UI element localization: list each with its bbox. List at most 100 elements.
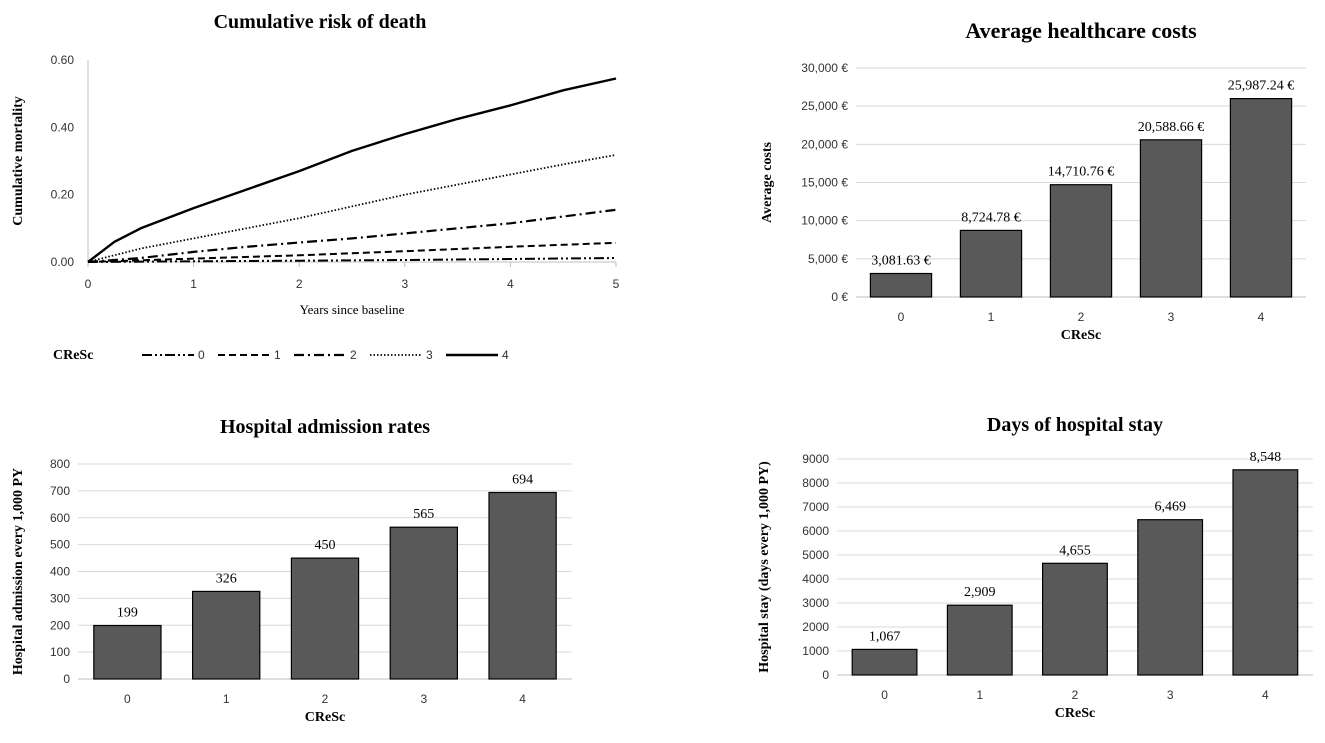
costs-x-tick-label: 4 — [1258, 310, 1265, 324]
costs-chart: Average healthcare costs 0 € 5,000 € 10,000… — [760, 18, 1306, 343]
mortality-series-0-line — [87, 257, 617, 263]
costs-x-tick-label: 2 — [1078, 310, 1085, 324]
mortality-legend-label-3: 3 — [426, 348, 433, 362]
mortality-series-1-line — [87, 241, 617, 263]
stay-y-tick-label: 8000 — [802, 476, 829, 490]
stay-chart: Days of hospital stay 0 1000 2000 3000 4000 50… — [757, 414, 1313, 721]
admissions-y-tick-label: 800 — [50, 457, 70, 471]
stay-x-tick-label: 2 — [1072, 688, 1079, 702]
stay-x-axis-label: CReSc — [1055, 706, 1095, 721]
stay-title: Days of hospital stay — [987, 414, 1163, 436]
costs-data-label-0: 3,081.63 € — [871, 253, 931, 268]
stay-data-label-4: 8,548 — [1250, 450, 1282, 465]
stay-y-tick-label: 1000 — [802, 644, 829, 658]
admissions-y-tick-label: 0 — [63, 672, 70, 686]
stay-bar-1 — [946, 604, 1013, 676]
admissions-data-label-4: 694 — [512, 472, 533, 487]
admissions-data-label-1: 326 — [216, 571, 237, 586]
admissions-chart: Hospital admission rates 0 100 200 300 400 500… — [11, 416, 572, 725]
stay-x-tick-label: 4 — [1262, 688, 1269, 702]
mortality-y-tick-label: 0.20 — [51, 188, 75, 202]
mortality-x-tick-label: 5 — [613, 277, 620, 291]
stay-data-label-1: 2,909 — [964, 585, 996, 600]
admissions-bar-3 — [389, 526, 459, 680]
mortality-x-tick-label: 4 — [507, 277, 514, 291]
mortality-y-tick-label: 0.40 — [51, 120, 75, 134]
mortality-series-3-line — [87, 154, 617, 263]
costs-y-tick-label: 25,000 € — [801, 99, 848, 113]
admissions-title: Hospital admission rates — [220, 416, 430, 438]
costs-x-axis-label: CReSc — [1061, 328, 1101, 343]
mortality-x-tick-label: 0 — [85, 277, 92, 291]
admissions-bar-2 — [290, 557, 360, 680]
admissions-y-tick-label: 400 — [50, 565, 70, 579]
costs-y-tick-label: 10,000 € — [801, 214, 848, 228]
costs-bar-1 — [959, 229, 1023, 298]
costs-bar-4 — [1229, 97, 1293, 298]
admissions-x-tick-label: 4 — [519, 692, 526, 706]
admissions-x-axis-label: CReSc — [305, 710, 345, 725]
stay-bar-2 — [1041, 562, 1108, 676]
costs-data-label-4: 25,987.24 € — [1228, 79, 1295, 94]
stay-y-axis-label: Hospital stay (days every 1,000 PY) — [757, 461, 772, 673]
costs-y-tick-label: 30,000 € — [801, 61, 848, 75]
admissions-bar-1 — [192, 590, 261, 680]
costs-x-tick-label: 1 — [988, 310, 995, 324]
costs-y-axis-label: Average costs — [760, 141, 775, 223]
costs-x-tick-label: 3 — [1168, 310, 1175, 324]
costs-data-label-2: 14,710.76 € — [1048, 165, 1115, 180]
admissions-data-label-0: 199 — [117, 606, 138, 621]
stay-y-tick-label: 9000 — [802, 452, 829, 466]
admissions-x-tick-label: 0 — [124, 692, 131, 706]
costs-x-tick-label: 0 — [898, 310, 905, 324]
stay-x-tick-label: 3 — [1167, 688, 1174, 702]
costs-data-label-1: 8,724.78 € — [961, 210, 1021, 225]
admissions-x-tick-label: 3 — [420, 692, 427, 706]
admissions-y-tick-label: 100 — [50, 645, 70, 659]
admissions-y-tick-label: 300 — [50, 591, 70, 605]
stay-y-tick-label: 4000 — [802, 572, 829, 586]
stay-y-tick-label: 6000 — [802, 524, 829, 538]
stay-bar-0 — [851, 648, 918, 676]
admissions-y-axis-label: Hospital admission every 1,000 PY — [11, 468, 26, 675]
costs-bar-2 — [1049, 184, 1113, 298]
stay-y-tick-label: 7000 — [802, 500, 829, 514]
mortality-y-tick-label: 0.60 — [51, 53, 75, 67]
costs-y-tick-label: 0 € — [831, 290, 848, 304]
costs-bar-3 — [1139, 139, 1203, 298]
mortality-x-tick-label: 2 — [296, 277, 303, 291]
costs-y-tick-label: 15,000 € — [801, 176, 848, 190]
costs-data-label-3: 20,588.66 € — [1138, 120, 1205, 135]
mortality-title: Cumulative risk of death — [214, 11, 427, 33]
admissions-data-label-2: 450 — [315, 538, 336, 553]
stay-y-tick-label: 5000 — [802, 548, 829, 562]
costs-title: Average healthcare costs — [965, 18, 1197, 43]
mortality-legend-label-4: 4 — [502, 348, 509, 362]
stay-bar-3 — [1137, 519, 1204, 676]
mortality-series-4-line — [87, 77, 617, 263]
admissions-x-tick-label: 2 — [322, 692, 329, 706]
admissions-y-tick-label: 200 — [50, 618, 70, 632]
stay-data-label-3: 6,469 — [1154, 500, 1186, 515]
admissions-x-tick-label: 1 — [223, 692, 230, 706]
stay-y-tick-label: 2000 — [802, 620, 829, 634]
costs-y-tick-label: 20,000 € — [801, 137, 848, 151]
admissions-bar-4 — [488, 491, 557, 680]
costs-bar-0 — [869, 272, 933, 298]
admissions-y-tick-label: 500 — [50, 538, 70, 552]
mortality-x-tick-label: 1 — [190, 277, 197, 291]
mortality-y-tick-label: 0.00 — [51, 255, 75, 269]
stay-data-label-0: 1,067 — [869, 629, 901, 644]
stay-y-tick-label: 0 — [822, 668, 829, 682]
stay-bar-4 — [1232, 469, 1299, 676]
admissions-data-label-3: 565 — [413, 507, 434, 522]
admissions-y-tick-label: 700 — [50, 484, 70, 498]
stay-y-tick-label: 3000 — [802, 596, 829, 610]
mortality-y-axis-label: Cumulative mortality — [11, 96, 26, 225]
admissions-y-tick-label: 600 — [50, 511, 70, 525]
stay-x-tick-label: 0 — [881, 688, 888, 702]
costs-y-tick-label: 5,000 € — [808, 252, 848, 266]
admissions-bar-0 — [93, 624, 162, 680]
mortality-legend-title: CReSc — [53, 348, 93, 363]
